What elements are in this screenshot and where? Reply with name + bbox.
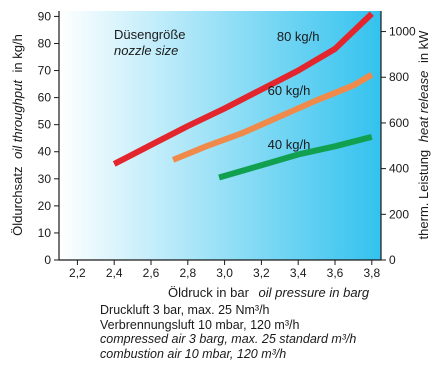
y-right-title-en: heat release: [416, 71, 431, 143]
y-left-title-unit: in kg/h: [10, 34, 25, 72]
y-left-tick-label: 80: [38, 36, 52, 50]
x-tick-label: 3,0: [216, 266, 233, 280]
note-line-4: combustion air 10 mbar, 120 m³/h: [100, 346, 287, 361]
chart: 2,2 2,4 2,6 2,8 3,0 3,2 3,4 3,6 3,8 0 10 20 30 40 50 60…: [10, 9, 431, 300]
x-tick-label: 2,8: [179, 266, 196, 280]
y-left-title-en: oil throughput: [10, 79, 25, 159]
y-left-tick-label: 90: [38, 9, 52, 23]
x-tick-label: 2,6: [143, 266, 160, 280]
x-tick-label: 3,6: [327, 266, 344, 280]
note-line-3: compressed air 3 barg, max. 25 standard …: [100, 332, 357, 346]
series-line: [171, 72, 374, 163]
y-left-tick-label: 20: [38, 199, 52, 213]
x-tick-label: 3,8: [363, 266, 380, 280]
x-axis-title-en: oil pressure in barg: [259, 285, 370, 300]
series-line: [112, 11, 374, 167]
y-left-tick-label: 60: [38, 91, 52, 105]
series-label: 40 kg/h: [268, 137, 311, 152]
y-left-tick-label: 0: [44, 253, 51, 267]
y-left-tick-label: 10: [38, 226, 52, 240]
y-left-axis-title: Öldurchsatz oil throughput in kg/h: [10, 34, 25, 236]
x-axis-title-de: Öldruck in bar: [168, 285, 250, 300]
y-left-tick-label: 40: [38, 145, 52, 159]
y-left-tick-label: 70: [38, 64, 52, 78]
series-label: 80 kg/h: [277, 29, 320, 44]
y-right-axis-title: therm. Leistung heat release in kW: [416, 30, 431, 240]
y-right-title-de: therm. Leistung: [416, 150, 431, 240]
series-line: [218, 133, 373, 181]
y-right-title-unit: in kW: [416, 30, 431, 63]
legend-subtitle: nozzle size: [114, 43, 178, 58]
y-right-tick-label: 800: [389, 70, 409, 84]
note-line-2: Verbrennungsluft 10 mbar, 120 m³/h: [100, 317, 300, 332]
y-left-tick-label: 50: [38, 118, 52, 132]
x-tick-label: 3,4: [290, 266, 307, 280]
x-tick-label: 2,2: [69, 266, 86, 280]
series-label: 60 kg/h: [268, 83, 311, 98]
y-right-tick-label: 1000: [389, 25, 416, 39]
y-left-title-de: Öldurchsatz: [10, 166, 25, 235]
y-right-tick-label: 0: [389, 253, 396, 267]
x-tick-label: 3,2: [253, 266, 270, 280]
legend-title: Düsengröße: [114, 27, 186, 42]
notes: Druckluft 3 bar, max. 25 Nm³/h Verbrennu…: [100, 303, 356, 361]
y-right-tick-label: 200: [389, 207, 409, 221]
x-tick-label: 2,4: [106, 266, 123, 280]
x-axis-title: Öldruck in bar oil pressure in barg: [168, 285, 370, 300]
y-left-tick-label: 30: [38, 172, 52, 186]
y-right-tick-label: 600: [389, 116, 409, 130]
note-line-1: Druckluft 3 bar, max. 25 Nm³/h: [100, 303, 270, 317]
y-right-tick-label: 400: [389, 162, 409, 176]
